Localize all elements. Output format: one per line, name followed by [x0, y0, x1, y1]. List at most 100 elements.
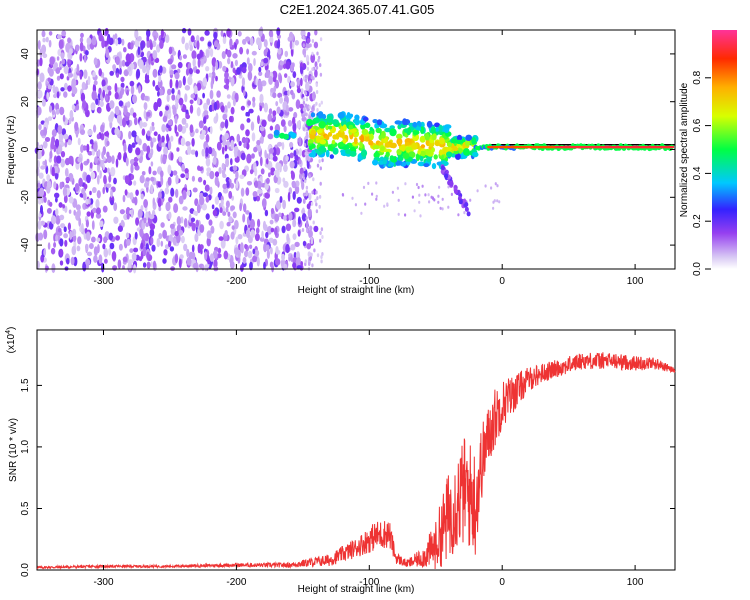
- spectrogram-cell: [161, 135, 165, 143]
- spectrogram-cell: [263, 49, 268, 57]
- spectrogram-cell: [252, 191, 258, 198]
- spectrogram-cell: [167, 119, 173, 126]
- spectrogram-cell: [121, 38, 125, 46]
- spectrogram-cell: [221, 146, 225, 155]
- spectrogram-cell: [305, 216, 308, 221]
- spectrogram-cell: [274, 187, 280, 194]
- spectrogram-cell: [162, 229, 168, 239]
- spectrogram-cell: [186, 248, 190, 258]
- spectrogram-cell: [166, 94, 170, 103]
- spectrogram-cell: [91, 149, 96, 156]
- spectrogram-cell: [320, 227, 324, 232]
- spectrogram-cell: [317, 58, 320, 63]
- spectrogram-cell: [444, 124, 452, 129]
- spectrogram-cell: [194, 233, 199, 243]
- spectrogram-cell: [257, 79, 262, 89]
- spectrogram-cell: [362, 116, 369, 122]
- spectrogram-cell: [215, 75, 218, 82]
- spectrogram-cell: [150, 161, 154, 167]
- spectrogram-cell: [214, 176, 219, 187]
- spectrogram-cell: [226, 94, 231, 99]
- spectrogram-cell: [80, 162, 84, 172]
- spectrogram-cell: [237, 234, 243, 240]
- spectrogram-cell: [241, 66, 247, 74]
- snr-frame: [36, 329, 676, 571]
- spectrogram-cell: [190, 149, 196, 155]
- spectrogram-cell: [209, 126, 213, 135]
- spectrogram-cell: [63, 82, 68, 91]
- spectrogram-cell: [249, 169, 254, 175]
- spectrogram-cell: [125, 232, 130, 239]
- spectrogram-cell: [57, 144, 63, 155]
- spectrogram-cell: [79, 53, 83, 62]
- spectrogram-cell: [76, 63, 80, 74]
- spectrogram-cell: [99, 220, 104, 228]
- snr-ylabel: SNR (10 * v/v): [8, 418, 19, 482]
- spectrogram-cell: [412, 130, 420, 135]
- spectrogram-cell: [224, 71, 229, 80]
- spectrogram-cell: [192, 58, 196, 68]
- spectrogram-cell: [140, 149, 144, 157]
- spectrogram-cell: [139, 228, 144, 238]
- spectrogram-cell: [90, 102, 96, 111]
- spectrogram-cell: [104, 95, 109, 101]
- spectrogram-cell: [199, 224, 205, 233]
- spectrogram-cell: [317, 111, 324, 119]
- spectrogram-cell: [56, 34, 62, 40]
- spectrogram-cell: [391, 190, 394, 194]
- spectrogram-cell: [40, 220, 46, 226]
- spectrogram-cell: [204, 264, 208, 272]
- spectrogram-cell: [55, 109, 60, 115]
- spectrogram-cell: [139, 175, 145, 184]
- spectrogram-cell: [247, 70, 253, 81]
- spectrogram-cell: [266, 225, 273, 235]
- spectrogram-cell: [161, 124, 166, 133]
- spectrogram-cell: [255, 195, 261, 202]
- spectrogram-cell: [304, 103, 308, 108]
- spectrogram-cell: [294, 185, 300, 195]
- spectrogram-cell: [184, 93, 188, 103]
- spectrogram-cell: [240, 123, 245, 131]
- spectrogram-cell: [47, 85, 53, 90]
- spectrogram-cell: [144, 72, 150, 83]
- spectrogram-cell: [296, 87, 301, 94]
- spectrogram-cell: [249, 261, 253, 271]
- spectrogram-cell: [275, 147, 281, 156]
- spectrogram-cell: [197, 97, 201, 106]
- spectrogram-cell: [180, 173, 186, 178]
- spectrogram-cell: [89, 162, 93, 169]
- spectrogram-cell: [82, 145, 87, 151]
- spectrogram-cell: [111, 251, 117, 261]
- spectrogram-cell: [68, 59, 72, 65]
- spectrogram-cell: [60, 52, 65, 60]
- spectrogram-cell: [300, 261, 304, 267]
- spectrogram-ytick-label: -40: [20, 237, 31, 252]
- spectrogram-cell: [466, 211, 471, 217]
- spectrogram-cell: [257, 189, 263, 194]
- spectrogram-cell: [234, 59, 238, 67]
- spectrogram-cell: [215, 60, 219, 71]
- spectrogram-cell: [270, 207, 275, 215]
- spectrogram-cell: [313, 188, 317, 195]
- spectrogram-cell: [261, 119, 267, 128]
- spectrogram-cell: [153, 101, 159, 112]
- spectrogram-cell: [258, 66, 262, 73]
- spectrogram-cell: [275, 200, 282, 210]
- spectrogram-cell: [149, 228, 155, 237]
- spectrogram-cell: [191, 137, 195, 147]
- spectrogram-cell: [145, 222, 149, 227]
- spectrogram-cell: [150, 184, 154, 194]
- spectrogram-cell: [290, 81, 295, 88]
- spectrogram-cell: [272, 110, 277, 117]
- spectrogram-cell: [230, 205, 236, 211]
- spectrogram-cell: [135, 217, 140, 226]
- spectrogram-cell: [297, 216, 301, 225]
- spectrogram-cell: [266, 249, 270, 259]
- spectrogram-cell: [292, 116, 296, 126]
- spectrogram-cell: [91, 90, 97, 101]
- spectrogram-cell: [213, 40, 219, 48]
- spectrogram-cell: [268, 30, 273, 38]
- spectrogram-cell: [367, 181, 370, 185]
- spectrogram-cell: [254, 166, 258, 177]
- spectrogram-cell: [300, 77, 303, 87]
